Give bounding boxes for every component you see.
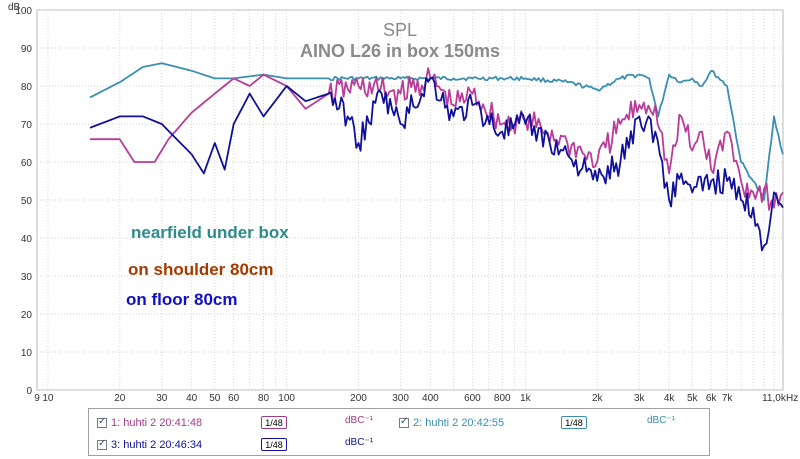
x-tick-label: 1k bbox=[520, 393, 532, 404]
legend-label-2: 2: huhti 2 20:42:55 bbox=[413, 417, 505, 429]
x-tick-label: 30 bbox=[156, 393, 168, 404]
x-tick-label: 80 bbox=[258, 393, 270, 404]
y-tick-label: 70 bbox=[21, 120, 33, 131]
x-tick-label: 200 bbox=[350, 393, 367, 404]
x-tick-label: 60 bbox=[228, 393, 240, 404]
x-tick-label: 300 bbox=[392, 393, 409, 404]
y-tick-label: 40 bbox=[21, 234, 33, 245]
smoothing-control-2[interactable]: 1/48 bbox=[561, 416, 587, 429]
annotation-floor: on floor 80cm bbox=[126, 290, 237, 309]
legend-checkbox-3[interactable] bbox=[97, 438, 107, 450]
y-tick-label: 30 bbox=[21, 272, 33, 283]
y-tick-label: 90 bbox=[21, 44, 33, 55]
smoothing-control-1[interactable]: 1/48 bbox=[261, 416, 287, 429]
legend-entry-3[interactable]: 3: huhti 2 20:46:34 bbox=[97, 436, 202, 454]
chart-title: SPL bbox=[383, 20, 417, 40]
x-tick-label: 3k bbox=[634, 393, 646, 404]
unit-label-3: dBC⁻¹ bbox=[345, 437, 374, 448]
legend-label-3: 3: huhti 2 20:46:34 bbox=[111, 439, 203, 451]
smoothing-control-3[interactable]: 1/48 bbox=[261, 438, 287, 451]
y-tick-label: 80 bbox=[21, 82, 33, 93]
legend-checkbox-1[interactable] bbox=[97, 416, 107, 428]
x-tick-label: 800 bbox=[494, 393, 511, 404]
x-axis-label: Hz bbox=[786, 393, 798, 404]
y-tick-label: 100 bbox=[15, 6, 32, 17]
legend-entry-1[interactable]: 1: huhti 2 20:41:48 bbox=[97, 414, 202, 432]
y-tick-label: 0 bbox=[26, 386, 32, 397]
x-tick-label: 9 bbox=[34, 393, 40, 404]
y-tick-label: 10 bbox=[21, 348, 33, 359]
annotation-shoulder: on shoulder 80cm bbox=[128, 260, 273, 279]
x-tick-label: 50 bbox=[209, 393, 221, 404]
unit-label-1: dBC⁻¹ bbox=[345, 415, 374, 426]
legend-checkbox-2[interactable] bbox=[399, 416, 409, 428]
x-tick-label: 6k bbox=[706, 393, 718, 404]
annotation-nearfield: nearfield under box bbox=[131, 223, 289, 242]
series-line-3 bbox=[89, 76, 784, 252]
legend-label-1: 1: huhti 2 20:41:48 bbox=[111, 417, 203, 429]
grid bbox=[37, 9, 783, 391]
y-tick-label: 60 bbox=[21, 158, 33, 169]
x-tick-labels: 9 10 20 30 40 50 60 80 100 200 300 400 600 800 1k 2k 3k 4… bbox=[34, 393, 787, 404]
x-tick-label: 5k bbox=[687, 393, 699, 404]
x-tick-label: 11,0k bbox=[762, 393, 787, 404]
legend-panel: 1: huhti 2 20:41:48 1/48 dBC⁻¹ 2: huhti … bbox=[88, 408, 710, 456]
y-tick-label: 20 bbox=[21, 310, 33, 321]
x-tick-label: 40 bbox=[186, 393, 198, 404]
x-tick-label: 4k bbox=[664, 393, 676, 404]
x-tick-label: 2k bbox=[592, 393, 604, 404]
series-group bbox=[89, 62, 784, 252]
x-tick-label: 400 bbox=[422, 393, 439, 404]
x-tick-label: 10 bbox=[42, 393, 54, 404]
y-tick-labels: 0 10 20 30 40 50 60 70 80 90 100 bbox=[15, 6, 32, 397]
x-tick-label: 100 bbox=[278, 393, 295, 404]
unit-label-2: dBC⁻¹ bbox=[647, 415, 676, 426]
legend-entry-2[interactable]: 2: huhti 2 20:42:55 bbox=[399, 414, 504, 432]
chart-subtitle: AINO L26 in box 150ms bbox=[300, 41, 500, 61]
series-line-1 bbox=[89, 62, 784, 201]
x-tick-label: 7k bbox=[722, 393, 734, 404]
y-tick-label: 50 bbox=[21, 196, 33, 207]
y-axis-label: dB bbox=[8, 2, 21, 13]
x-tick-label: 20 bbox=[114, 393, 126, 404]
x-tick-label: 600 bbox=[464, 393, 481, 404]
